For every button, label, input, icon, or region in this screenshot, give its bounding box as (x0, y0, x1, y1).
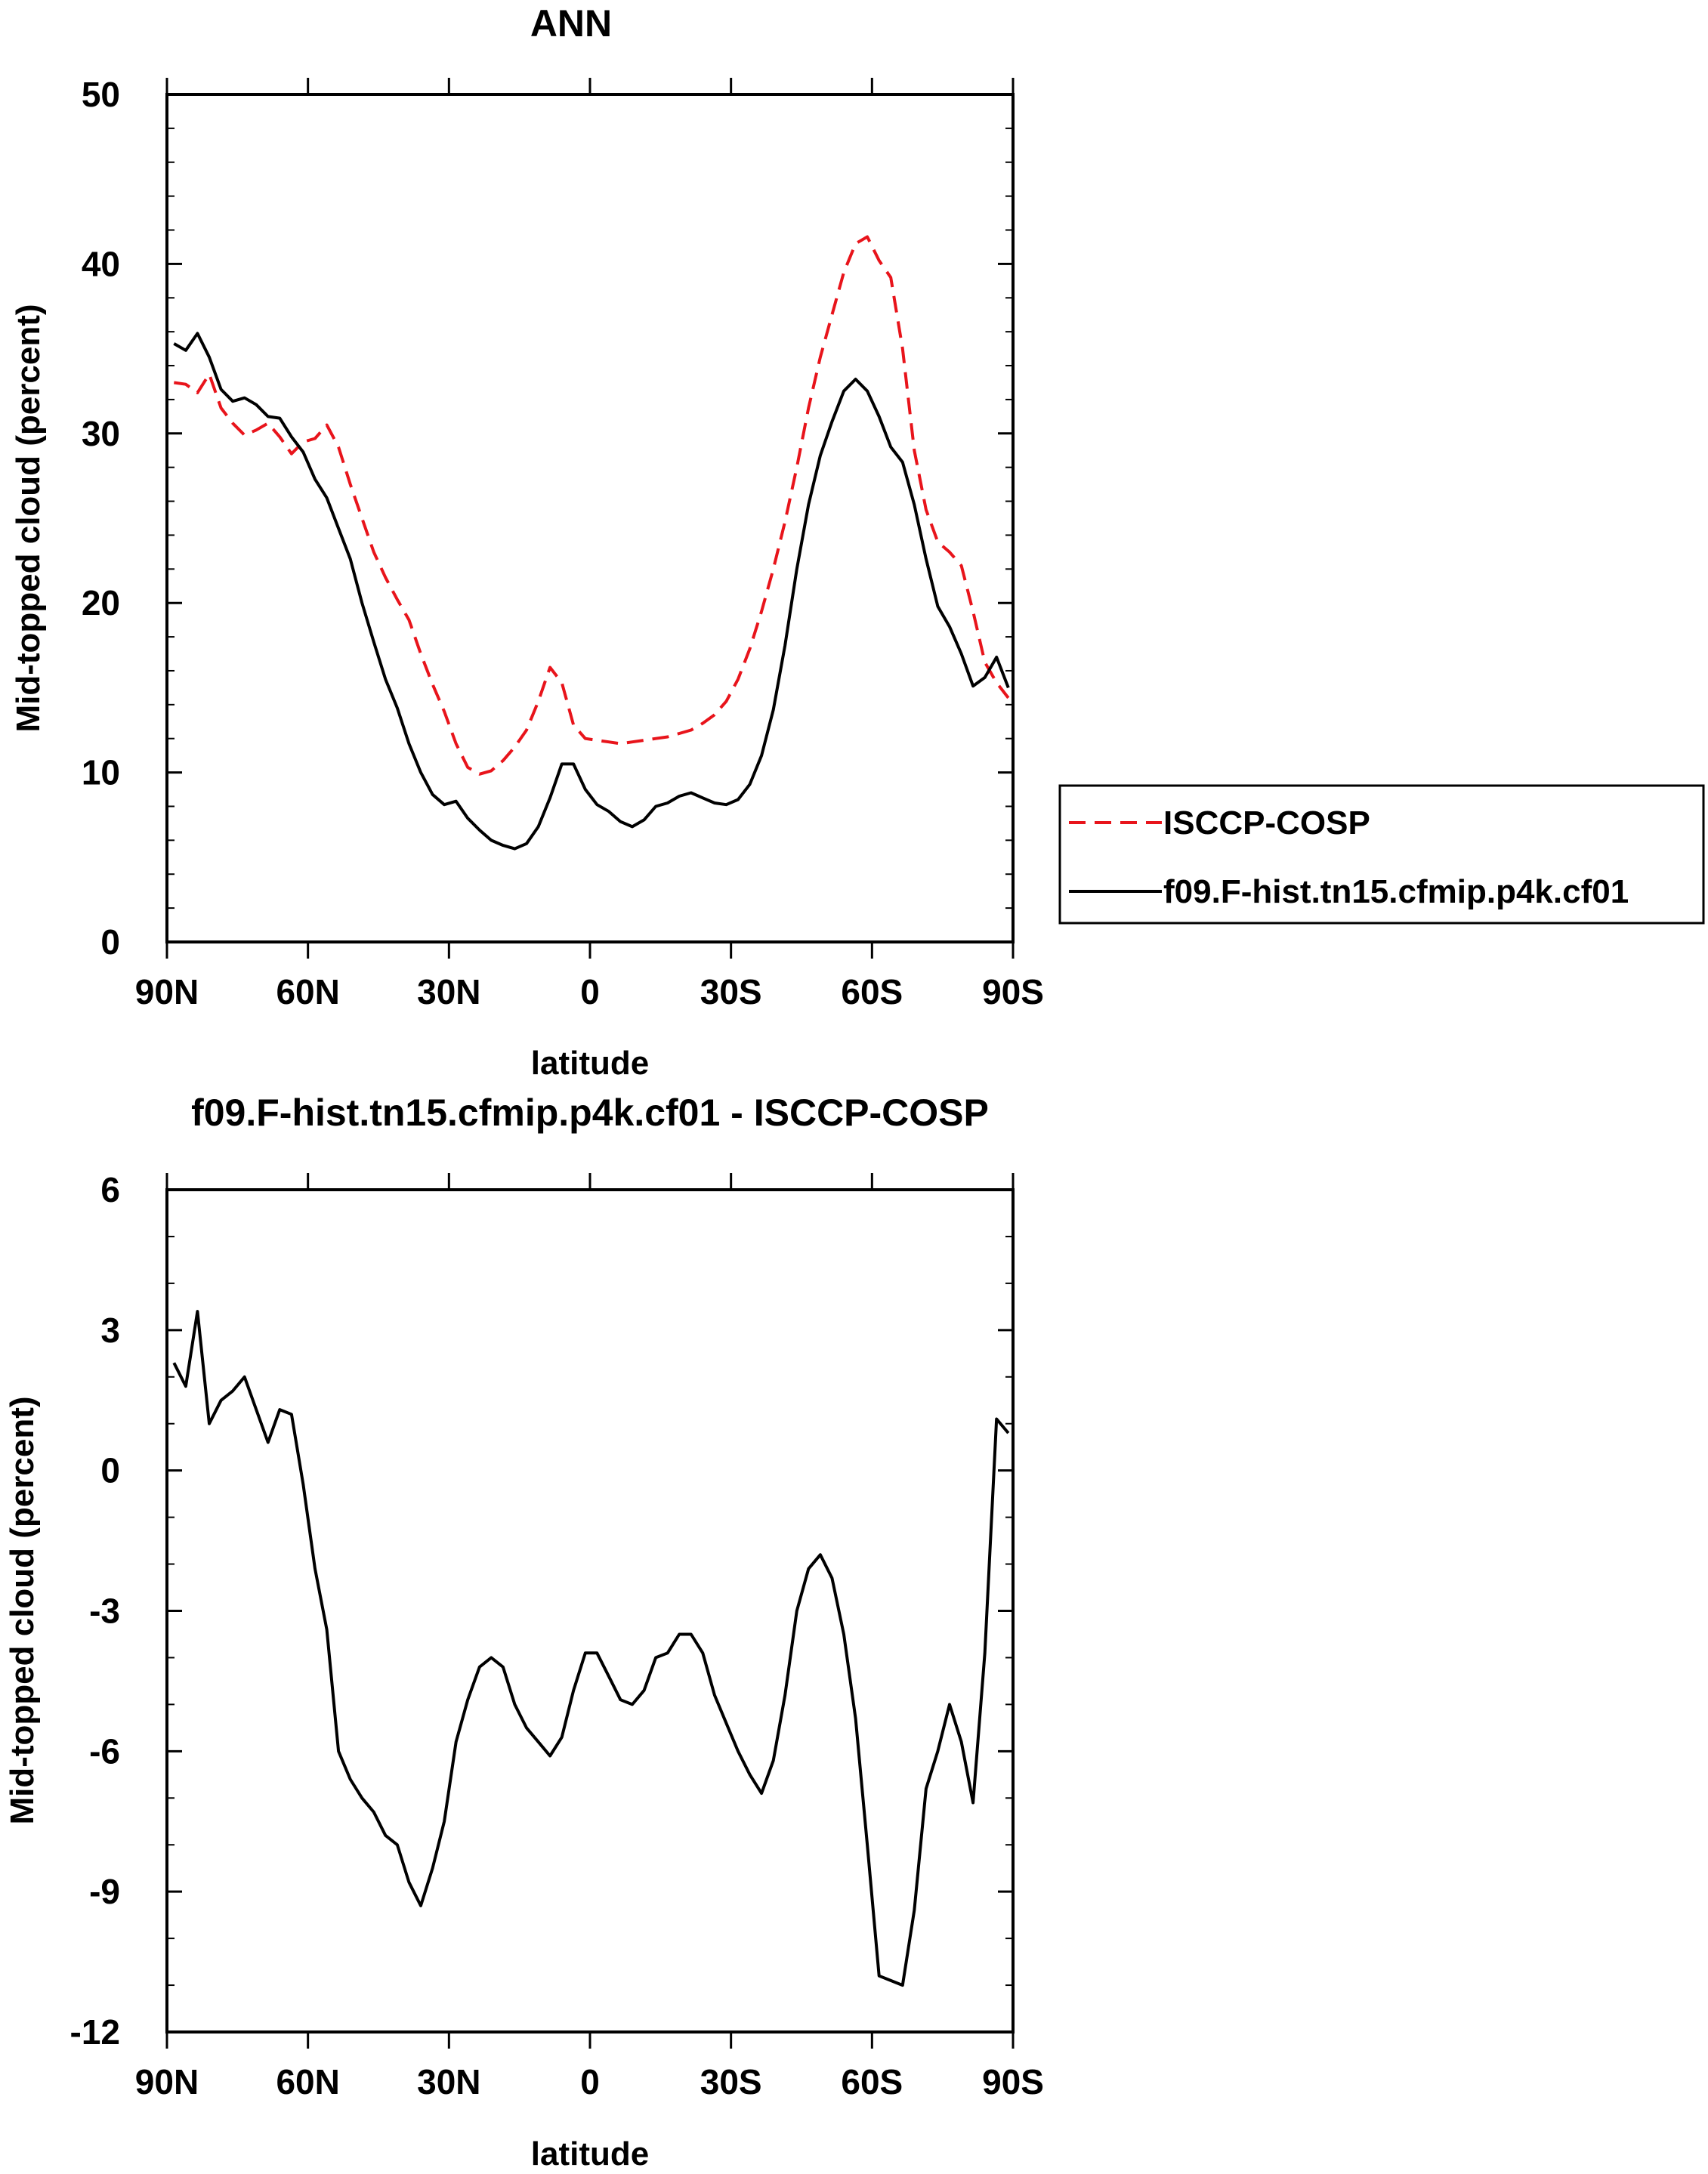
legend-label-model: f09.F-hist.tn15.cfmip.p4k.cf01 (1163, 873, 1629, 910)
top-x-axis-label: latitude (531, 1045, 649, 1082)
top-x-tick-label: 60S (841, 972, 903, 1011)
top-y-tick-label: 20 (82, 583, 120, 622)
top-y-tick-label: 50 (82, 75, 120, 114)
bottom-y-axis-label: Mid-topped cloud (percent) (4, 1396, 41, 1824)
legend-box (1058, 784, 1705, 925)
top-x-tick-label: 0 (580, 972, 600, 1011)
top-series-group (173, 235, 1010, 851)
top-y-axis-label: Mid-topped cloud (percent) (10, 304, 47, 732)
top-x-tick-label: 90S (982, 972, 1044, 1011)
top-y-tick-label: 40 (82, 244, 120, 283)
bottom-y-tick-label: 6 (100, 1170, 120, 1209)
top-x-tick-label: 60N (276, 972, 339, 1011)
top-ticks (165, 78, 1015, 959)
bottom-y-tick-label: -6 (89, 1731, 120, 1771)
bottom-x-axis-label: latitude (531, 2135, 649, 2172)
bottom-chart-title: f09.F-hist.tn15.cfmip.p4k.cf01 - ISCCP-C… (191, 1092, 989, 1134)
bottom-panel: f09.F-hist.tn15.cfmip.p4k.cf01 - ISCCP-C… (4, 1092, 1044, 2172)
top-series-model-line (173, 332, 1010, 851)
bottom-series-difference-line (172, 1310, 1010, 1987)
bottom-plot-frame (165, 1188, 1015, 2033)
bottom-y-tick-label: -3 (89, 1592, 120, 1631)
top-x-tick-labels: 90N 60N 30N 0 30S 60S 90S (135, 972, 1044, 1011)
top-chart-title: ANN (530, 2, 612, 45)
bottom-x-tick-label: 30N (417, 2062, 480, 2101)
top-x-tick-label: 30S (700, 972, 762, 1011)
top-x-tick-label: 90N (135, 972, 199, 1011)
top-y-tick-labels: 0 10 20 30 40 50 (82, 75, 120, 962)
top-y-tick-label: 30 (82, 414, 120, 453)
bottom-x-tick-label: 90N (135, 2062, 199, 2101)
top-panel: ANN 0 10 20 30 40 50 90N 60N 30N 0 30S 60S 90S lati… (10, 2, 1705, 1082)
bottom-y-tick-label: 3 (100, 1311, 120, 1350)
bottom-x-tick-label: 0 (580, 2062, 600, 2101)
bottom-x-tick-label: 90S (982, 2062, 1044, 2101)
legend: ISCCP-COSP f09.F-hist.tn15.cfmip.p4k.cf0… (1058, 784, 1705, 925)
bottom-ticks (165, 1173, 1015, 2049)
top-x-tick-label: 30N (417, 972, 480, 1011)
bottom-x-tick-label: 60S (841, 2062, 903, 2101)
bottom-x-tick-label: 60N (276, 2062, 339, 2101)
bottom-x-tick-labels: 90N 60N 30N 0 30S 60S 90S (135, 2062, 1044, 2101)
top-plot-frame (165, 93, 1015, 943)
bottom-series-group (172, 1310, 1010, 1987)
bottom-x-tick-label: 30S (700, 2062, 762, 2101)
top-y-tick-label: 0 (100, 922, 120, 962)
top-y-tick-label: 10 (82, 753, 120, 792)
bottom-y-tick-labels: -12 -9 -6 -3 0 3 6 (70, 1170, 120, 2052)
bottom-y-tick-label: 0 (100, 1451, 120, 1490)
bottom-y-tick-label: -9 (89, 1872, 120, 1911)
top-series-isccp-cosp-line (174, 235, 1010, 776)
legend-label-isccp: ISCCP-COSP (1163, 804, 1370, 841)
bottom-y-tick-label: -12 (70, 2012, 120, 2052)
